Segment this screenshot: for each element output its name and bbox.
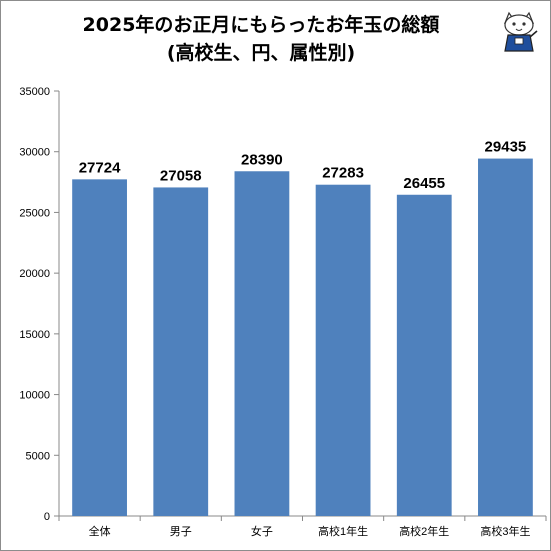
x-category-label: 高校1年生 xyxy=(318,524,368,538)
bar xyxy=(315,184,371,516)
x-category-label: 女子 xyxy=(251,524,273,538)
y-tick-label: 25000 xyxy=(19,207,50,219)
bar xyxy=(72,179,127,516)
y-tick-label: 20000 xyxy=(19,268,50,280)
bar-value-label: 27058 xyxy=(160,167,202,184)
y-tick-label: 10000 xyxy=(19,390,50,402)
bar-value-label: 28390 xyxy=(241,151,283,168)
y-tick-label: 15000 xyxy=(19,329,50,341)
chart-title-line1: 2025年のお正月にもらったお年玉の総額 xyxy=(82,14,440,36)
bar xyxy=(396,194,452,516)
y-tick-label: 30000 xyxy=(19,147,50,159)
x-category-label: 高校3年生 xyxy=(480,524,530,538)
bar xyxy=(478,158,533,516)
x-category-label: 全体 xyxy=(89,524,111,538)
y-tick-label: 35000 xyxy=(19,86,50,98)
chart-title: 2025年のお正月にもらったお年玉の総額 (高校生、円、属性別) xyxy=(21,11,501,67)
bar xyxy=(153,187,209,516)
x-category-label: 高校2年生 xyxy=(399,524,449,538)
bar-value-label: 29435 xyxy=(485,139,527,156)
bar xyxy=(234,171,290,516)
chart-title-line2: (高校生、円、属性別) xyxy=(166,42,356,64)
y-tick-label: 5000 xyxy=(26,450,50,462)
bar-value-label: 27724 xyxy=(79,159,121,176)
bar-value-label: 26455 xyxy=(403,175,445,192)
bar-value-label: 27283 xyxy=(322,165,364,182)
x-category-label: 男子 xyxy=(170,525,192,538)
y-tick-label: 0 xyxy=(44,511,50,523)
cat-mascot-icon xyxy=(503,11,538,52)
